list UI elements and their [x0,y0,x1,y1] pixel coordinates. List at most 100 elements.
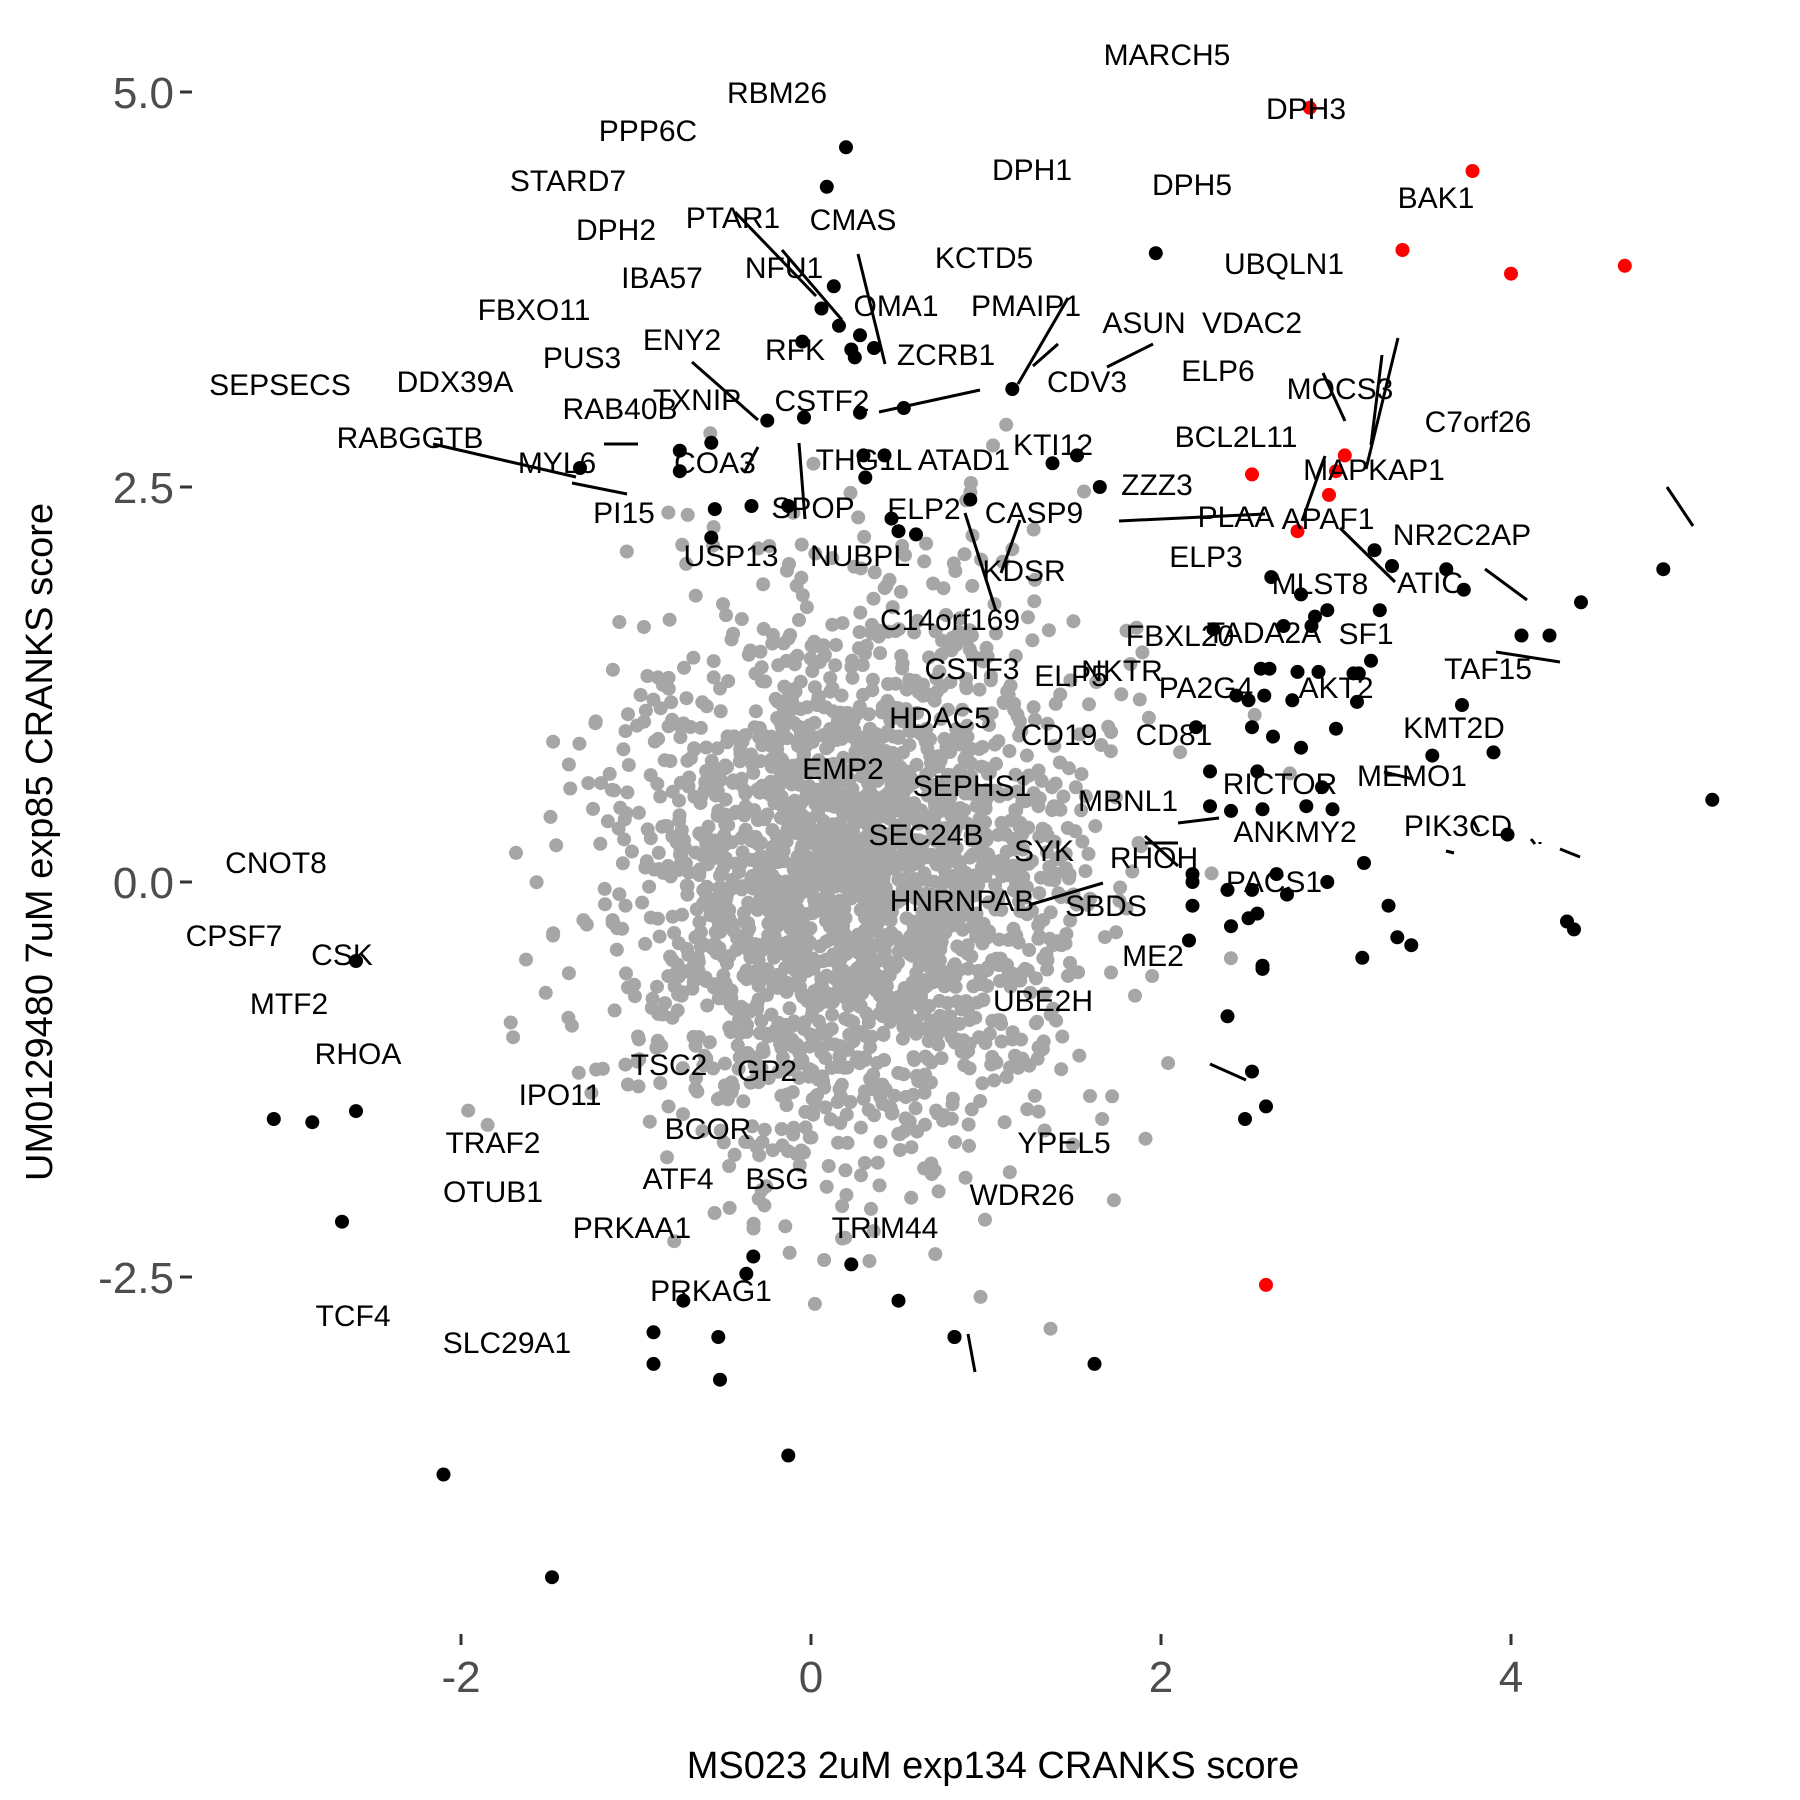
background-point [955,702,970,717]
point-label: PLAA [1198,501,1275,534]
background-point [916,929,931,944]
background-point [693,862,707,877]
background-point [994,1034,1009,1049]
background-point [950,853,965,868]
labeled-point [646,1325,661,1340]
point-label: UBQLN1 [1224,248,1344,281]
background-point [638,703,653,718]
background-point [782,1001,797,1016]
background-point [667,1234,682,1249]
background-point [733,746,748,761]
background-point [878,970,893,985]
background-point [691,950,705,965]
labeled-point [1241,693,1256,708]
point-label: APAF1 [1282,503,1375,536]
background-point [825,551,840,566]
background-point [810,954,825,969]
background-point [1002,1165,1017,1180]
background-point [1068,780,1083,795]
point-label: SEC24B [868,819,983,852]
background-point [792,880,807,895]
labeled-point [1092,480,1107,494]
labeled-point [1185,898,1200,913]
background-point [756,1045,771,1059]
leader-line [797,442,807,520]
point-label: NUBPL [810,540,910,573]
background-point [920,958,934,973]
labeled-point [781,1448,796,1463]
background-point [826,947,841,962]
background-point [1053,687,1068,702]
background-point [753,754,768,769]
labeled-point [1220,1009,1235,1024]
point-label: ZZZ3 [1121,469,1193,502]
labeled-point [1325,802,1340,817]
background-point [867,1108,882,1123]
labeled-point [1364,653,1378,668]
background-point [870,1056,885,1070]
background-point [917,868,931,883]
background-point [872,1178,887,1193]
background-point [1031,1104,1046,1119]
background-point [754,1014,769,1028]
background-point [757,1122,772,1137]
background-point [1021,856,1036,871]
labeled-point [704,435,719,450]
point-label: ELP2 [887,493,960,526]
background-point [727,1147,742,1162]
background-point [842,1027,857,1042]
background-point [670,967,685,982]
labeled-point [711,1330,726,1344]
labeled-point [1381,898,1396,913]
background-point [944,1030,959,1045]
background-point [799,600,814,615]
background-point [823,866,838,881]
background-point [969,906,984,921]
background-point [707,1206,722,1220]
background-point [769,919,784,934]
background-point [1043,1007,1058,1022]
labeled-point [867,341,881,355]
point-label: SPOP [771,492,854,525]
background-point [1173,745,1188,760]
background-point [807,680,822,695]
point-label: UBE2H [993,985,1093,1018]
background-point [902,1114,917,1129]
background-point [621,758,636,772]
background-point [673,775,688,790]
leader-lines-layer [432,210,1695,1373]
background-point [503,1015,518,1030]
background-point [1021,610,1035,625]
point-label: PA2G4 [1159,672,1254,705]
labeled-point [1259,1099,1273,1114]
background-point [929,888,944,903]
background-point [679,556,694,571]
background-point [676,1107,690,1122]
background-point [631,1079,646,1094]
background-point [667,926,682,940]
background-point [506,1030,521,1045]
background-point [893,760,908,775]
labeled-point [1148,246,1163,261]
background-point [783,628,798,642]
background-point [1105,1089,1120,1104]
background-point [645,991,660,1006]
background-point [737,1002,752,1017]
labeled-point [1320,603,1335,618]
background-point [877,931,892,946]
background-point [750,1002,765,1017]
background-point [910,706,925,720]
background-point [980,930,995,945]
background-point [748,704,763,719]
background-point [686,650,701,665]
background-point [1072,1048,1087,1063]
background-point [1104,965,1118,980]
labeled-point [1262,661,1277,676]
leader-line [963,512,998,612]
background-point [924,1167,939,1182]
background-point [923,1020,938,1035]
leader-line [742,446,760,474]
point-label: CD81 [1136,719,1213,752]
leader-line [1484,567,1528,602]
labeled-point [760,413,775,428]
